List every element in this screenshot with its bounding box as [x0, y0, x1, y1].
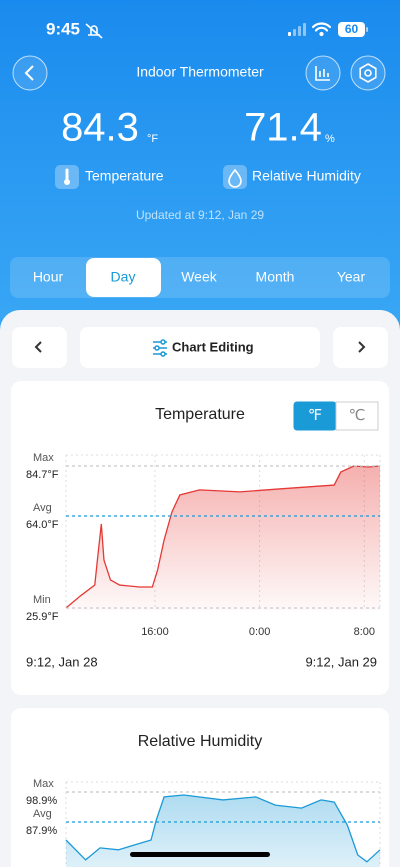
x-tick-label: 16:00	[141, 626, 169, 638]
tab[interactable]: Year	[337, 269, 366, 285]
battery	[338, 22, 365, 37]
updated-time: Updated at 9:12, Jan 29	[136, 208, 264, 222]
next-icon	[358, 341, 366, 353]
x-tick-label: 0:00	[249, 626, 270, 638]
page-title: Indoor Thermometer	[136, 64, 264, 80]
next-button[interactable]	[333, 327, 388, 368]
stats-button[interactable]	[305, 55, 341, 91]
line	[65, 465, 381, 609]
signal-icon	[288, 23, 306, 36]
chart-editing-button[interactable]	[80, 327, 320, 368]
reference-value: 87.9%	[26, 825, 57, 837]
humidity-unit: %	[325, 133, 335, 145]
humidity-icon	[223, 165, 247, 189]
wifi-icon	[311, 22, 332, 37]
x-tick-label: 8:00	[354, 626, 375, 638]
tab[interactable]: Hour	[33, 269, 64, 285]
reference-value: 25.9°F	[26, 611, 59, 623]
home-indicator	[130, 852, 270, 857]
range-end: 9:12, Jan 29	[305, 654, 377, 669]
reference-value: 84.7°F	[26, 469, 59, 481]
status-time: 9:45	[46, 19, 80, 38]
tab[interactable]: Day	[111, 269, 136, 285]
tab-selected[interactable]	[86, 258, 161, 297]
area	[66, 466, 380, 610]
chart-editing-label: Chart Editing	[172, 339, 254, 354]
line	[65, 794, 381, 863]
reference-label: Avg	[33, 502, 52, 514]
editing-icon	[153, 339, 167, 357]
back-button[interactable]	[12, 55, 48, 91]
area	[66, 795, 380, 867]
humidity-label: Relative Humidity	[252, 168, 361, 184]
prev-icon	[34, 341, 42, 353]
temperature-label: Temperature	[85, 168, 164, 184]
tab[interactable]: Month	[256, 269, 295, 285]
back-icon	[24, 65, 34, 81]
mute-icon	[85, 23, 103, 39]
humidity-value: 71.4	[244, 106, 322, 150]
reference-label: Max	[33, 452, 54, 464]
unit-toggle-label[interactable]: ℃	[349, 407, 366, 424]
chart-title: Temperature	[155, 406, 245, 423]
reference-label: Min	[33, 594, 51, 606]
temperature-value: 84.3	[61, 106, 139, 150]
chart-title: Relative Humidity	[138, 733, 262, 750]
drop-glyph	[228, 168, 242, 188]
stats-icon	[315, 66, 330, 81]
unit-toggle-label[interactable]: ℉	[308, 407, 322, 424]
reference-value: 64.0°F	[26, 519, 59, 531]
reference-value: 98.9%	[26, 795, 57, 807]
settings-button[interactable]	[350, 55, 386, 91]
settings-icon	[359, 63, 377, 83]
range-start: 9:12, Jan 28	[26, 654, 98, 669]
reference-label: Avg	[33, 808, 52, 820]
battery-tip	[366, 27, 368, 32]
prev-button[interactable]	[12, 327, 67, 368]
thermo-bulb	[64, 179, 70, 185]
reference-label: Max	[33, 778, 54, 790]
temperature-unit: °F	[147, 133, 158, 145]
tab[interactable]: Week	[181, 269, 218, 285]
battery-level: 60	[345, 22, 359, 36]
unit-toggle[interactable]	[335, 401, 379, 431]
